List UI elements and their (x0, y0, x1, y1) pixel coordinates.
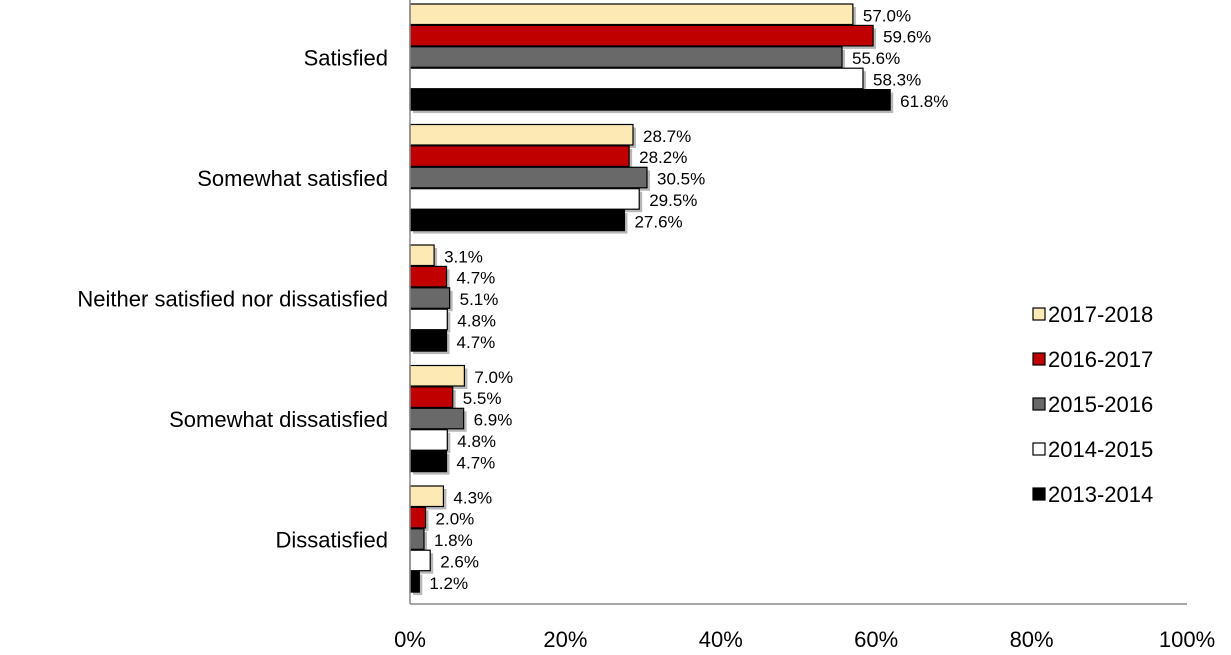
value-label: 58.3% (873, 70, 921, 89)
value-label: 6.9% (474, 411, 513, 430)
value-label: 61.8% (900, 92, 948, 111)
value-label: 2.6% (440, 552, 479, 571)
bar-2015-2016-3 (409, 407, 465, 430)
value-label: 7.0% (474, 368, 513, 387)
bar-2017-2018-2 (409, 244, 435, 267)
category-label: Satisfied (304, 46, 388, 71)
bar-2013-2014-2 (409, 330, 448, 352)
value-label: 57.0% (863, 6, 911, 25)
bar-2016-2017-3 (409, 386, 454, 408)
legend-entry: 2013-2014 (1048, 482, 1153, 507)
bar-2014-2015-4 (409, 549, 431, 572)
category-label: Somewhat satisfied (197, 166, 388, 191)
bar-2017-2018-3 (409, 364, 465, 387)
bar-2015-2016-1 (409, 166, 648, 189)
bar-2015-2016-2 (409, 287, 451, 309)
bar-2016-2017-1 (409, 145, 630, 167)
value-label: 30.5% (657, 170, 705, 189)
x-tick-label: 40% (699, 627, 743, 652)
value-label: 4.7% (457, 269, 496, 288)
bar-2014-2015-3 (409, 429, 448, 451)
bar-2017-2018-0 (409, 3, 854, 26)
bar-2015-2016-0 (409, 46, 843, 68)
value-label: 4.3% (453, 488, 492, 507)
legend-swatch (1032, 487, 1046, 501)
bar-2013-2014-0 (409, 88, 891, 111)
value-label: 27.6% (634, 212, 682, 231)
value-label: 5.1% (460, 290, 499, 309)
value-label: 55.6% (852, 49, 900, 68)
bar-2014-2015-1 (409, 188, 640, 210)
bar-2013-2014-3 (409, 450, 448, 473)
x-tick-label: 100% (1159, 627, 1215, 652)
category-label: Dissatisfied (276, 528, 388, 553)
legend-entry: 2016-2017 (1048, 347, 1153, 372)
value-label: 4.7% (457, 453, 496, 472)
bar-2016-2017-2 (409, 265, 448, 288)
value-label: 1.8% (434, 531, 473, 550)
legend-swatch (1032, 442, 1046, 456)
x-tick-label: 0% (394, 627, 426, 652)
legend-entry: 2014-2015 (1048, 437, 1153, 462)
value-label: 5.5% (463, 389, 502, 408)
value-label: 2.0% (436, 510, 475, 529)
bar-2016-2017-0 (409, 24, 874, 47)
value-label: 29.5% (649, 191, 697, 210)
bar-2017-2018-1 (409, 123, 634, 146)
bar-2013-2014-4 (409, 570, 420, 593)
bar-2014-2015-2 (409, 308, 448, 331)
legend-swatch (1032, 307, 1046, 321)
x-tick-label: 20% (543, 627, 587, 652)
legend-swatch (1032, 397, 1046, 411)
value-label: 59.6% (883, 28, 931, 47)
bar-2013-2014-1 (409, 209, 626, 232)
value-label: 3.1% (444, 247, 483, 266)
legend-entry: 2017-2018 (1048, 302, 1153, 327)
legend-swatch (1032, 352, 1046, 366)
value-label: 1.2% (429, 574, 468, 593)
category-label: Neither satisfied nor dissatisfied (77, 287, 388, 312)
bar-2014-2015-0 (409, 67, 864, 90)
legend-entry: 2015-2016 (1048, 392, 1153, 417)
category-label: Somewhat dissatisfied (169, 407, 388, 432)
x-tick-label: 80% (1010, 627, 1054, 652)
bar-2017-2018-4 (409, 485, 445, 508)
value-label: 4.8% (457, 311, 496, 330)
bar-2016-2017-4 (409, 506, 427, 529)
value-label: 28.7% (643, 127, 691, 146)
value-label: 4.8% (457, 432, 496, 451)
bar-2015-2016-4 (409, 528, 425, 550)
x-tick-label: 60% (854, 627, 898, 652)
value-label: 28.2% (639, 148, 687, 167)
value-label: 4.7% (457, 333, 496, 352)
